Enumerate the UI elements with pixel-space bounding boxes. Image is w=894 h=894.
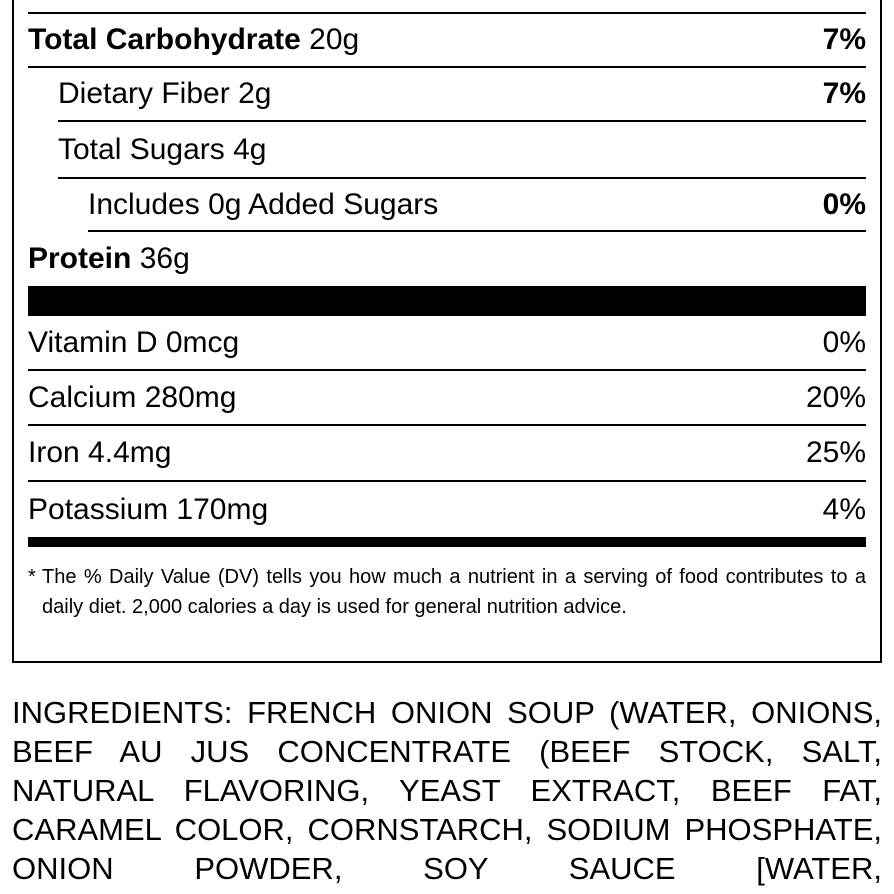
footnote-text: The % Daily Value (DV) tells you how muc…: [42, 566, 866, 618]
daily-value: 0%: [822, 325, 866, 359]
nutrient-name: Calcium: [28, 380, 137, 414]
daily-value: 20%: [805, 380, 866, 414]
daily-value: 4%: [822, 492, 866, 526]
thick-bar: [28, 537, 866, 547]
label-box: [12, 0, 882, 663]
nutrient-name: Vitamin D: [28, 325, 158, 359]
daily-value: 7%: [822, 77, 866, 110]
nutrient-amount: 4g: [233, 132, 267, 166]
nutrient-label: Calcium 280mg: [28, 381, 236, 415]
nutrient-name: Dietary Fiber: [58, 77, 230, 110]
nutrient-name: Includes 0g Added Sugars: [88, 187, 439, 221]
nutrient-amount: 0mcg: [165, 325, 240, 359]
footnote: * The % Daily Value (DV) tells you how mu…: [28, 562, 866, 622]
nutrient-name-bold: Total Carbohydrate: [28, 23, 301, 56]
nutrient-amount: 170mg: [176, 492, 269, 526]
nutrient-row: Calcium 280mg 20%: [28, 371, 866, 426]
nutrient-label: Vitamin D 0mcg: [28, 326, 239, 360]
nutrient-row: Total Sugars 4g: [58, 122, 866, 179]
nutrient-amount: 4.4mg: [88, 436, 172, 469]
nutrient-row: Vitamin D 0mcg 0%: [28, 316, 866, 371]
nutrient-label: Protein 36g: [28, 242, 190, 276]
nutrient-row: Includes 0g Added Sugars 0%: [88, 179, 866, 232]
nutrient-row: Dietary Fiber 2g 7%: [58, 68, 866, 122]
ingredients: INGREDIENTS: FRENCH ONION SOUP (WATER, O…: [12, 695, 882, 886]
nutrient-name: Total Sugars: [58, 132, 225, 166]
nutrient-name: Potassium: [28, 492, 169, 526]
thick-bar: [28, 286, 866, 316]
nutrient-label: Includes 0g Added Sugars: [88, 188, 438, 222]
nutrient-amount: 280mg: [144, 380, 237, 414]
daily-value: 25%: [805, 436, 866, 469]
nutrient-name: Total Carbohydrate: [28, 23, 301, 56]
nutrient-amount: 36g: [139, 242, 190, 275]
nutrient-name: Protein: [28, 242, 132, 275]
nutrient-name-bold: Protein: [28, 242, 131, 275]
daily-value: 7%: [822, 23, 866, 56]
nutrient-label: Dietary Fiber 2g: [58, 77, 271, 111]
footnote-marker: *: [28, 566, 36, 588]
nutrient-label: Potassium 170mg: [28, 493, 268, 527]
nutrient-row: Potassium 170mg 4%: [28, 482, 866, 537]
nutrient-row: Protein 36g: [28, 232, 866, 286]
nutrient-label: Iron 4.4mg: [28, 436, 171, 470]
nutrient-amount: 2g: [238, 77, 272, 110]
nutrient-label: Total Sugars 4g: [58, 133, 266, 167]
nutrient-name: Iron: [28, 436, 80, 469]
nutrient-amount: 20g: [309, 23, 360, 56]
nutrient-row: Iron 4.4mg 25%: [28, 426, 866, 482]
daily-value: 0%: [822, 187, 866, 221]
nutrient-row: Total Carbohydrate 20g 7%: [28, 12, 866, 68]
nutrient-label: Total Carbohydrate 20g: [28, 23, 359, 57]
